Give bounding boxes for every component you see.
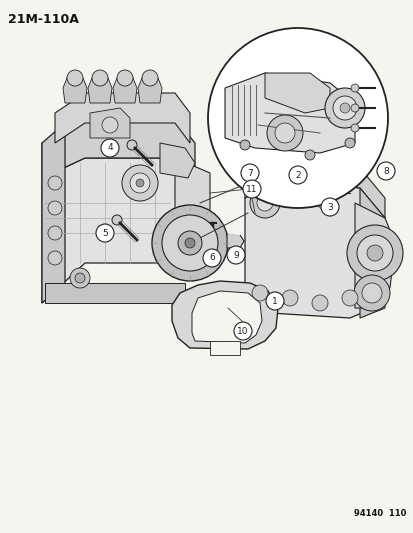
- Circle shape: [256, 195, 272, 211]
- Circle shape: [332, 96, 356, 120]
- Circle shape: [178, 231, 202, 255]
- Circle shape: [70, 268, 90, 288]
- Text: 3: 3: [326, 203, 332, 212]
- Polygon shape: [42, 123, 65, 303]
- Circle shape: [117, 70, 133, 86]
- Circle shape: [344, 138, 354, 148]
- Circle shape: [320, 198, 338, 216]
- Polygon shape: [55, 93, 190, 143]
- Circle shape: [122, 165, 158, 201]
- Circle shape: [376, 162, 394, 180]
- Circle shape: [311, 295, 327, 311]
- Circle shape: [67, 70, 83, 86]
- Polygon shape: [226, 233, 243, 248]
- Text: 7: 7: [247, 168, 252, 177]
- Text: 21M-110A: 21M-110A: [8, 13, 79, 26]
- Polygon shape: [224, 73, 354, 153]
- Circle shape: [233, 322, 252, 340]
- Polygon shape: [42, 158, 195, 303]
- Circle shape: [48, 176, 62, 190]
- Circle shape: [252, 285, 267, 301]
- Circle shape: [112, 215, 122, 225]
- Circle shape: [266, 115, 302, 151]
- Polygon shape: [63, 78, 87, 103]
- Polygon shape: [354, 203, 394, 308]
- Circle shape: [353, 275, 389, 311]
- Text: 6: 6: [209, 254, 214, 262]
- Circle shape: [48, 201, 62, 215]
- Circle shape: [240, 164, 259, 182]
- Text: 10: 10: [237, 327, 248, 335]
- Polygon shape: [264, 73, 329, 113]
- Circle shape: [130, 173, 150, 193]
- Polygon shape: [138, 78, 161, 103]
- Text: 8: 8: [382, 166, 388, 175]
- Circle shape: [207, 28, 387, 208]
- Circle shape: [142, 70, 158, 86]
- Circle shape: [249, 188, 279, 218]
- Circle shape: [366, 245, 382, 261]
- Circle shape: [161, 215, 218, 271]
- Polygon shape: [244, 158, 384, 218]
- Polygon shape: [209, 341, 240, 355]
- Circle shape: [92, 70, 108, 86]
- Circle shape: [350, 104, 358, 112]
- Circle shape: [288, 166, 306, 184]
- Polygon shape: [159, 143, 195, 178]
- Circle shape: [75, 273, 85, 283]
- Text: 5: 5: [102, 229, 108, 238]
- Circle shape: [356, 235, 392, 271]
- Polygon shape: [42, 118, 195, 178]
- Circle shape: [350, 84, 358, 92]
- Circle shape: [350, 124, 358, 132]
- Text: 1: 1: [271, 296, 277, 305]
- Circle shape: [226, 246, 244, 264]
- Text: 11: 11: [246, 184, 257, 193]
- Polygon shape: [113, 78, 137, 103]
- Circle shape: [202, 249, 221, 267]
- Circle shape: [101, 139, 119, 157]
- Circle shape: [127, 140, 137, 150]
- Circle shape: [247, 184, 255, 192]
- Polygon shape: [90, 108, 130, 138]
- Polygon shape: [359, 188, 384, 318]
- Text: 9: 9: [233, 251, 238, 260]
- Circle shape: [152, 205, 228, 281]
- Circle shape: [346, 225, 402, 281]
- Text: 94140  110: 94140 110: [353, 509, 405, 518]
- Circle shape: [361, 283, 381, 303]
- Circle shape: [339, 103, 349, 113]
- Circle shape: [324, 88, 364, 128]
- Circle shape: [185, 238, 195, 248]
- Circle shape: [102, 117, 118, 133]
- Polygon shape: [192, 291, 261, 343]
- Circle shape: [243, 180, 259, 196]
- Circle shape: [281, 290, 297, 306]
- Polygon shape: [88, 78, 112, 103]
- Circle shape: [136, 179, 144, 187]
- Polygon shape: [45, 283, 185, 303]
- Text: 2: 2: [294, 171, 300, 180]
- Circle shape: [96, 224, 114, 242]
- Text: 4: 4: [107, 143, 112, 152]
- Polygon shape: [244, 178, 384, 318]
- Circle shape: [304, 150, 314, 160]
- Polygon shape: [171, 281, 277, 349]
- Circle shape: [48, 226, 62, 240]
- Circle shape: [48, 251, 62, 265]
- Circle shape: [266, 292, 283, 310]
- Circle shape: [257, 168, 271, 182]
- Polygon shape: [254, 153, 319, 198]
- Circle shape: [240, 140, 249, 150]
- Polygon shape: [247, 153, 281, 188]
- Circle shape: [274, 123, 294, 143]
- Polygon shape: [175, 158, 209, 263]
- Circle shape: [242, 180, 260, 198]
- Circle shape: [341, 290, 357, 306]
